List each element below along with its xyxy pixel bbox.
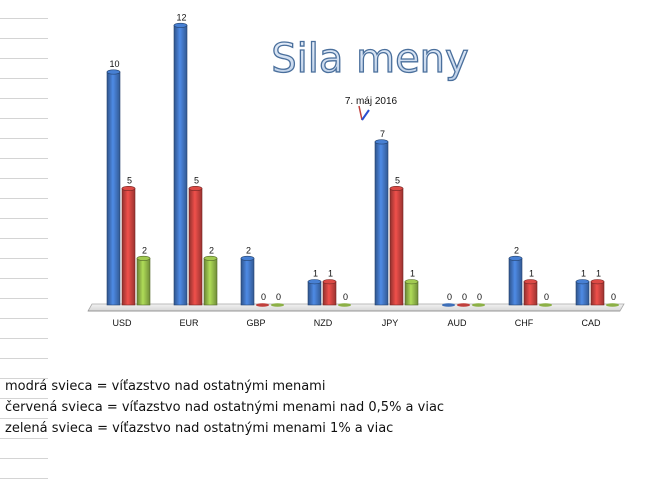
bars-group [106,22,619,307]
bar-usd-series-1 [106,71,121,306]
data-label-jpy-series-3: 1 [410,269,415,279]
bar-cap-usd-series-2 [121,186,136,192]
bar-cad-series-2 [590,281,605,306]
bar-cap-chf-series-2 [523,279,538,285]
data-label-cad-series-1: 1 [581,269,586,279]
bar-usd-series-2 [121,188,136,306]
data-label-gbp-series-1: 2 [246,245,251,255]
legend-line-blue: modrá svieca = víťazstvo nad ostatnými m… [5,379,326,394]
data-label-eur-series-3: 2 [209,245,214,255]
bar-jpy-series-1 [374,141,389,306]
bar-eur-series-3 [203,258,218,306]
data-label-gbp-series-2: 0 [261,292,266,302]
category-label-usd: USD [112,318,132,328]
category-label-eur: EUR [179,318,199,328]
bar-cap-nzd-series-1 [307,279,322,285]
data-label-cad-series-2: 1 [596,269,601,279]
bar-cad-series-1 [575,281,590,306]
data-label-aud-series-3: 0 [477,292,482,302]
bar-aud-series-2 [457,303,470,307]
bar-eur-series-1 [173,25,188,306]
bar-cad-series-3 [606,303,619,307]
bar-cap-cad-series-2 [590,279,605,285]
bar-aud-series-1 [442,303,455,307]
date-annotation: 7. máj 2016 [345,96,398,107]
bar-chf-series-3 [539,303,552,307]
chart-title: Sila meny [271,36,468,82]
bar-cap-jpy-series-1 [374,139,389,145]
bar-jpy-series-2 [389,188,404,306]
bar-cap-nzd-series-2 [322,279,337,285]
category-label-aud: AUD [447,318,467,328]
bar-cap-gbp-series-1 [240,255,255,261]
bar-cap-eur-series-3 [203,255,218,261]
category-label-nzd: NZD [314,318,333,328]
data-label-chf-series-3: 0 [544,292,549,302]
bar-cap-jpy-series-3 [404,279,419,285]
bar-usd-series-3 [136,258,151,306]
data-label-aud-series-2: 0 [462,292,467,302]
bar-cap-usd-series-1 [106,69,121,75]
data-label-cad-series-3: 0 [611,292,616,302]
bar-chf-series-1 [508,258,523,306]
bar-cap-usd-series-3 [136,255,151,261]
bar-nzd-series-1 [307,281,322,306]
category-label-gbp: GBP [246,318,265,328]
data-label-usd-series-2: 5 [127,176,132,186]
data-label-jpy-series-2: 5 [395,176,400,186]
bar-gbp-series-2 [256,303,269,307]
data-label-usd-series-1: 10 [109,59,119,69]
data-label-eur-series-1: 12 [176,12,186,22]
legend-line-green: zelená svieca = víťazstvo nad ostatnými … [5,421,394,436]
data-label-chf-series-1: 2 [514,245,519,255]
data-label-gbp-series-3: 0 [276,292,281,302]
data-label-jpy-series-1: 7 [380,129,385,139]
date-marker-icon [358,105,370,121]
data-label-nzd-series-1: 1 [313,269,318,279]
bar-gbp-series-1 [240,258,255,306]
data-label-nzd-series-3: 0 [343,292,348,302]
data-label-eur-series-2: 5 [194,176,199,186]
category-label-jpy: JPY [382,318,399,328]
bar-gbp-series-3 [271,303,284,307]
bar-nzd-series-2 [322,281,337,306]
bar-cap-chf-series-1 [508,255,523,261]
bar-cap-jpy-series-2 [389,186,404,192]
bar-jpy-series-3 [404,281,419,306]
bar-cap-eur-series-2 [188,186,203,192]
category-label-chf: CHF [515,318,534,328]
data-label-chf-series-2: 1 [529,269,534,279]
data-label-aud-series-1: 0 [447,292,452,302]
bar-cap-eur-series-1 [173,22,188,28]
legend: modrá svieca = víťazstvo nad ostatnými m… [5,376,444,439]
bar-aud-series-3 [472,303,485,307]
data-label-nzd-series-2: 1 [328,269,333,279]
chart-floor [87,303,625,312]
bar-nzd-series-3 [338,303,351,307]
bar-chf-series-2 [523,281,538,306]
legend-line-red: červená svieca = víťazstvo nad ostatnými… [5,400,445,415]
category-label-cad: CAD [581,318,601,328]
bar-eur-series-2 [188,188,203,306]
bar-cap-cad-series-1 [575,279,590,285]
data-label-usd-series-3: 2 [142,245,147,255]
